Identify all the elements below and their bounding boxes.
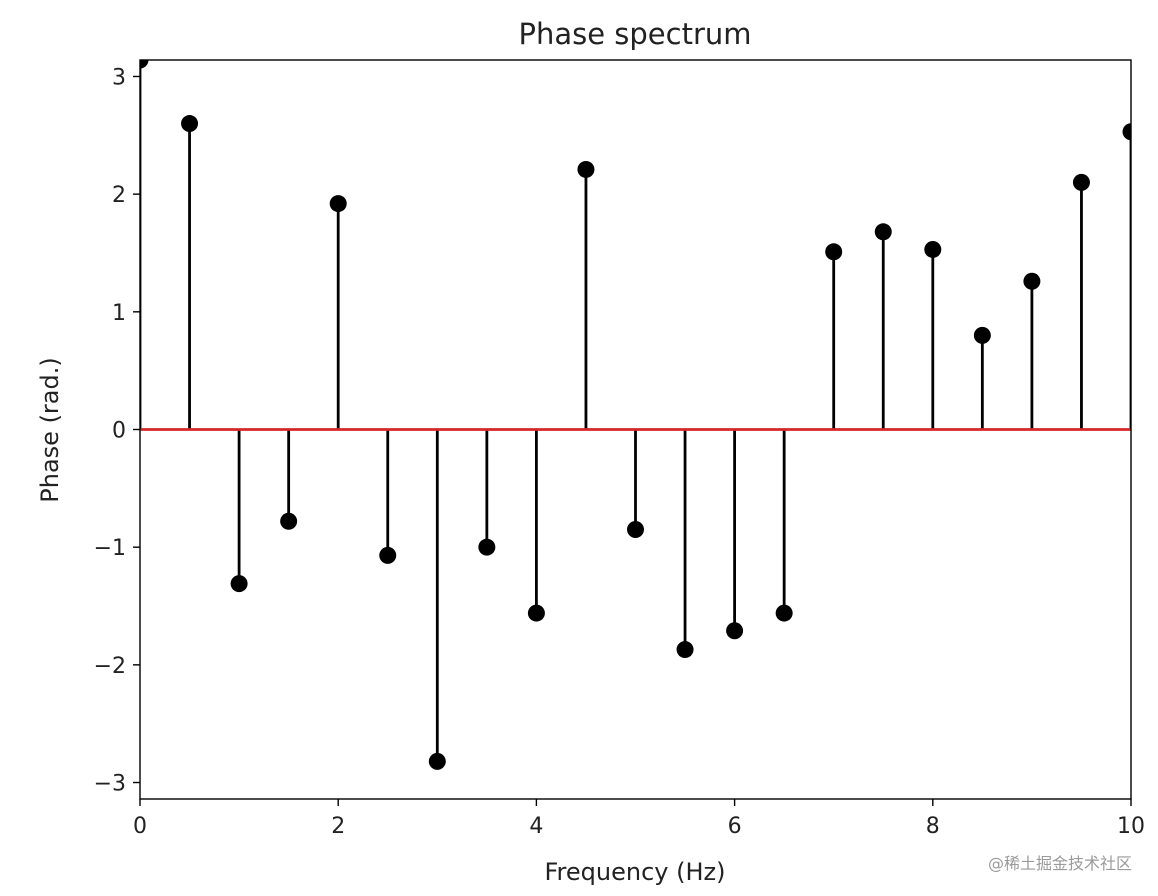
x-tick-label: 8 [926, 814, 940, 839]
stem-marker [577, 160, 595, 178]
stem-marker [924, 240, 942, 258]
x-tick-label: 4 [529, 814, 543, 839]
stem-marker [527, 604, 545, 622]
stem-marker [775, 604, 793, 622]
stem-marker [181, 115, 199, 133]
stem-marker [825, 243, 843, 261]
stem-marker [627, 521, 644, 539]
stem-marker [329, 195, 347, 213]
stem-marker [726, 622, 744, 640]
y-tick-label: 1 [112, 301, 126, 326]
stem-marker [280, 512, 298, 530]
stem-marker [874, 223, 892, 241]
x-axis-title: Frequency (Hz) [545, 858, 726, 886]
y-tick-label: −2 [94, 654, 126, 679]
stem-marker [1023, 272, 1041, 290]
stem-marker [140, 60, 149, 69]
y-tick-label: −1 [94, 536, 126, 561]
stem-marker [973, 326, 991, 344]
stem-marker [428, 752, 446, 770]
y-tick-label: 2 [112, 183, 126, 208]
chart-title: Phase spectrum [518, 17, 751, 51]
stem-marker [230, 575, 248, 593]
x-tick-label: 6 [728, 814, 742, 839]
y-tick-label: 3 [112, 65, 126, 90]
stem-marker [478, 538, 496, 556]
stem-marker [1122, 123, 1131, 141]
stem-marker [379, 546, 397, 564]
y-tick-label: 0 [112, 419, 126, 444]
y-tick-label: −3 [94, 772, 126, 797]
y-axis-title: Phase (rad.) [36, 357, 64, 502]
x-tick-label: 10 [1117, 814, 1145, 839]
stem-marker [676, 641, 694, 659]
x-tick-label: 2 [331, 814, 345, 839]
x-tick-label: 0 [133, 814, 147, 839]
watermark: @稀土掘金技术社区 [987, 854, 1132, 873]
stem-marker [1072, 173, 1090, 191]
